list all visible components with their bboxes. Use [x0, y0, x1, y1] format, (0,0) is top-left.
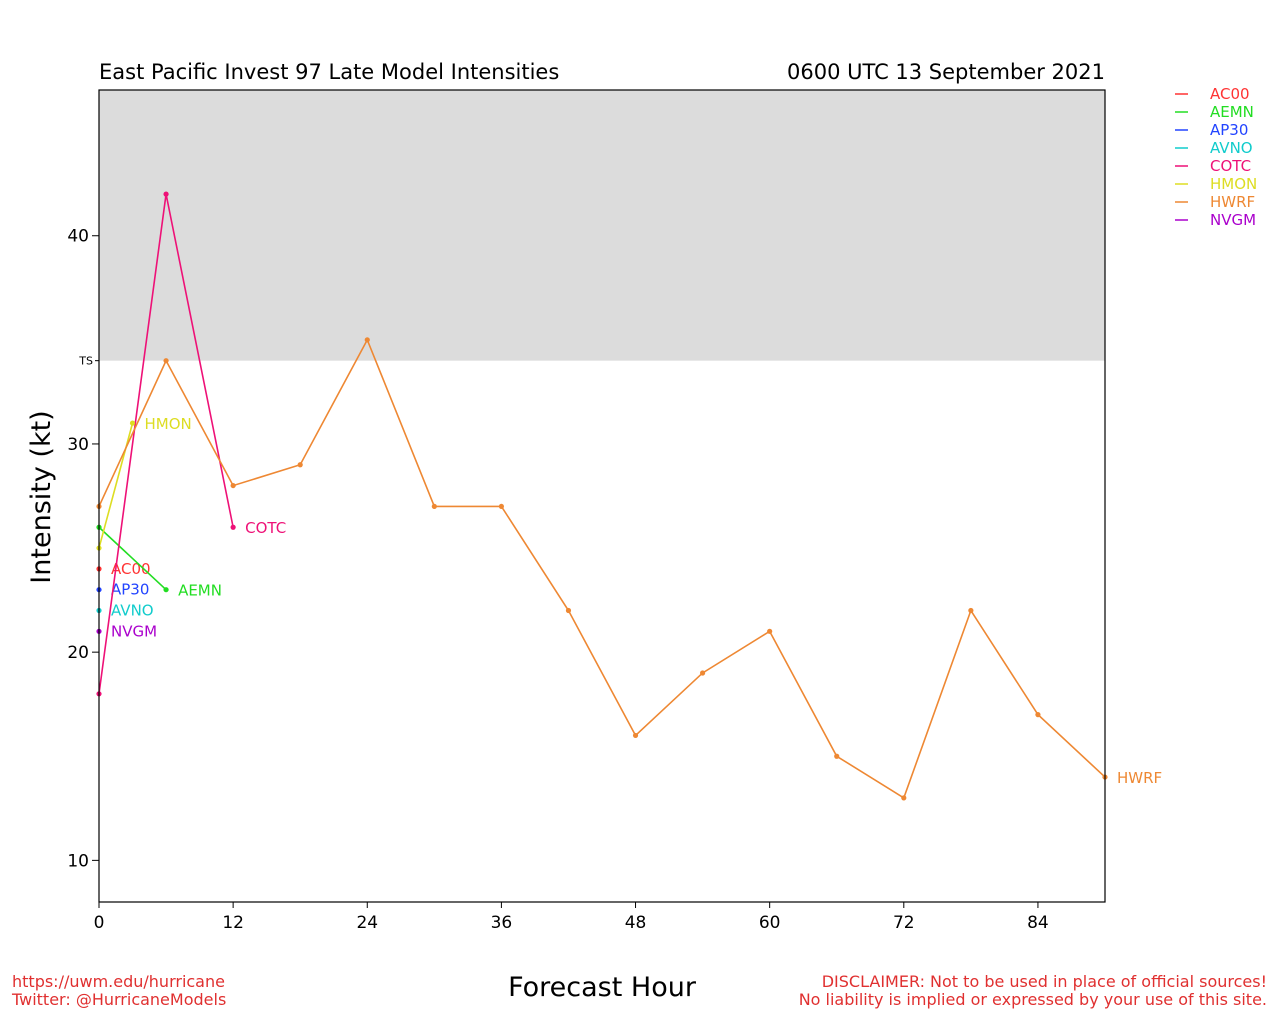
- series-hmon: HMON: [96, 415, 192, 551]
- x-tick-label: 48: [625, 913, 647, 933]
- series-end-label: AEMN: [178, 582, 222, 600]
- data-point: [364, 337, 370, 343]
- data-point: [163, 191, 169, 197]
- legend-entry: AVNO: [1210, 139, 1253, 157]
- footer-twitter[interactable]: Twitter: @HurricaneModels: [11, 990, 226, 1009]
- data-point: [565, 607, 572, 614]
- x-tick-label: 72: [893, 913, 915, 933]
- y-tick-label: 20: [67, 643, 89, 663]
- x-tick-label: 24: [356, 913, 378, 933]
- x-tick-label: 84: [1027, 913, 1049, 933]
- series-cotc: COTC: [96, 191, 286, 697]
- series-lines: AC00 AEMN AP30 AVNO COTC HMON HWRF NVGM: [96, 191, 1162, 801]
- x-axis-title: Forecast Hour: [508, 972, 697, 1003]
- data-point: [700, 670, 706, 676]
- series-end-label: HWRF: [1117, 769, 1162, 787]
- ts-threshold-label: TS: [78, 355, 93, 368]
- legend-entry: COTC: [1210, 157, 1251, 175]
- plot-frame: [98, 89, 1106, 903]
- x-tick-label: 0: [94, 913, 105, 933]
- y-tick-label: 30: [67, 435, 89, 455]
- series-hwrf: HWRF: [96, 337, 1162, 801]
- data-point: [632, 732, 639, 739]
- data-point: [901, 795, 907, 801]
- data-point: [767, 628, 773, 634]
- x-axis-ticks: 0 12 24 36 48 60 72 84: [94, 902, 1049, 933]
- data-point: [163, 587, 169, 593]
- legend-entry: HMON: [1210, 175, 1257, 193]
- x-tick-label: 60: [759, 913, 781, 933]
- footer-disclaimer-line2: No liability is implied or expressed by …: [799, 990, 1267, 1009]
- series-end-label: HMON: [145, 415, 192, 433]
- data-point: [230, 482, 236, 489]
- series-end-label: AC00: [111, 560, 151, 578]
- footer-url[interactable]: https://uwm.edu/hurricane: [12, 972, 225, 991]
- chart-datetime: 0600 UTC 13 September 2021: [787, 60, 1105, 84]
- data-point: [163, 358, 169, 364]
- series-end-label: AP30: [111, 581, 149, 599]
- y-tick-label: 10: [67, 851, 89, 871]
- x-tick-label: 12: [222, 913, 244, 933]
- legend-entry: HWRF: [1210, 193, 1255, 211]
- data-point: [498, 503, 504, 510]
- data-point: [1035, 712, 1041, 718]
- series-ap30: AP30: [96, 581, 149, 599]
- series-avno: AVNO: [96, 602, 154, 620]
- legend-entry: AC00: [1210, 85, 1250, 103]
- series-nvgm: NVGM: [96, 622, 157, 640]
- legend-entry: NVGM: [1210, 211, 1256, 229]
- y-tick-label: 40: [67, 227, 89, 247]
- footer-disclaimer-line1: DISCLAIMER: Not to be used in place of o…: [822, 972, 1267, 991]
- series-line: [98, 337, 1106, 800]
- data-point: [129, 420, 136, 426]
- y-axis-ticks: 10 20 30 40: [67, 227, 99, 871]
- data-point: [968, 607, 974, 614]
- series-end-label: NVGM: [111, 622, 157, 640]
- legend-entry: AEMN: [1210, 103, 1254, 121]
- data-point: [230, 524, 236, 530]
- chart-title: East Pacific Invest 97 Late Model Intens…: [99, 60, 559, 84]
- tropical-storm-shade: [99, 90, 1105, 361]
- series-ac00: AC00: [96, 560, 151, 578]
- series-end-label: AVNO: [111, 602, 154, 620]
- series-line: [98, 526, 167, 591]
- data-point: [431, 503, 437, 510]
- data-point: [834, 753, 840, 759]
- x-tick-label: 36: [491, 913, 513, 933]
- y-axis-title: Intensity (kt): [26, 410, 57, 583]
- data-point: [297, 462, 303, 468]
- series-end-label: COTC: [245, 519, 286, 537]
- legend-entry: AP30: [1210, 121, 1248, 139]
